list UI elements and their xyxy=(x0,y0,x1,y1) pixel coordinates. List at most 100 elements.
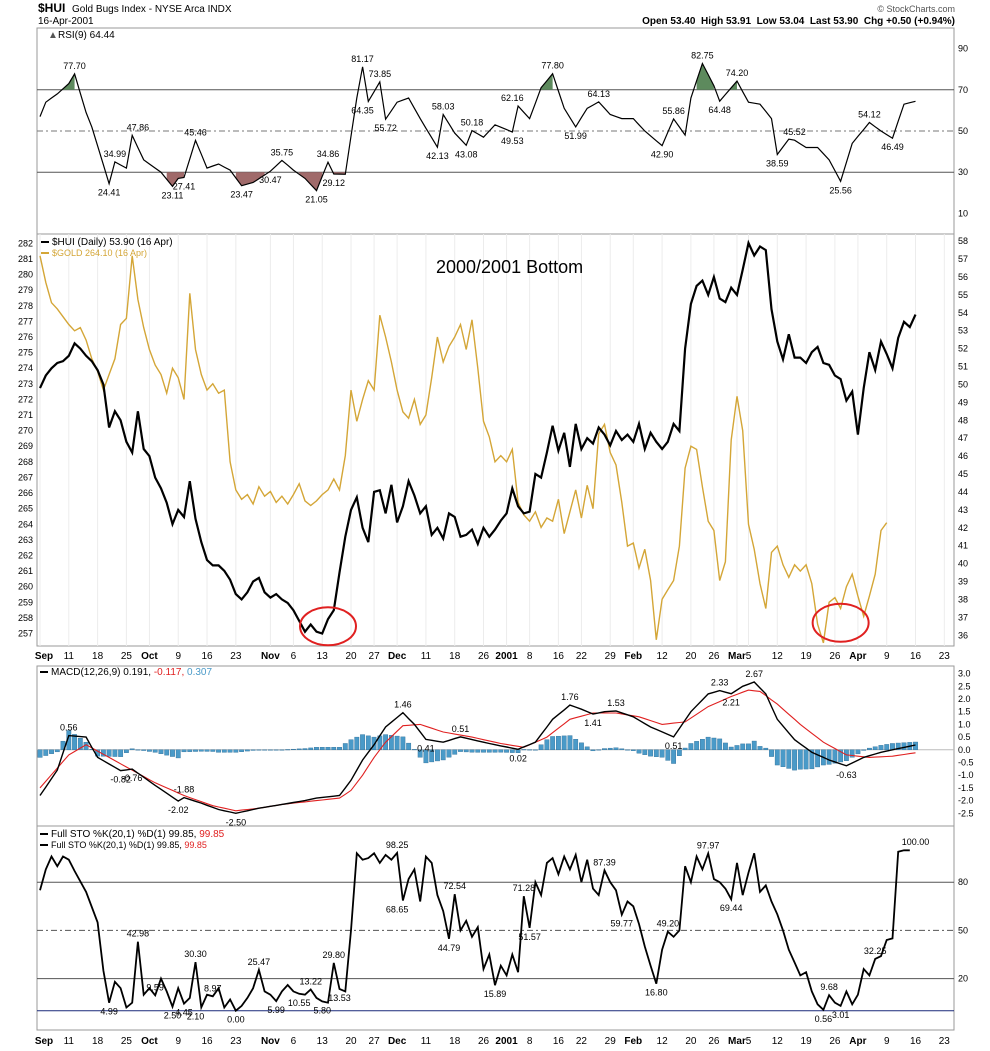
macd-histogram-bar xyxy=(734,745,740,751)
macd-histogram-bar xyxy=(325,747,331,751)
gold-tick-label: 268 xyxy=(18,457,33,467)
sto-annotation: 5.99 xyxy=(267,1005,285,1015)
macd-histogram-bar xyxy=(181,749,187,753)
macd-histogram-bar xyxy=(590,749,596,752)
x-tick-label: 12 xyxy=(657,1036,669,1047)
x-tick-label: 5 xyxy=(746,1036,752,1047)
sto-annotation: 4.99 xyxy=(100,1007,118,1017)
macd-histogram-bar xyxy=(711,737,717,751)
gold-tick-label: 265 xyxy=(18,504,33,514)
macd-histogram-bar xyxy=(579,742,584,751)
macd-histogram-bar xyxy=(175,749,181,759)
x-tick-label: 6 xyxy=(291,651,297,662)
gold-tick-label: 276 xyxy=(18,332,33,342)
hui-tick-label: 46 xyxy=(958,451,968,461)
gold-tick-label: 274 xyxy=(18,363,33,373)
sto-legend-line1: Full STO %K(20,1) %D(1) 99.85, 99.85 xyxy=(51,829,225,840)
x-tick-label: 16 xyxy=(910,651,922,662)
hui-tick-label: 57 xyxy=(958,254,968,264)
macd-histogram-bar xyxy=(763,747,769,751)
macd-histogram-bar xyxy=(342,743,348,751)
x-tick-label: 20 xyxy=(685,1036,697,1047)
macd-tick-label: -2.5 xyxy=(958,808,974,818)
macd-histogram-bar xyxy=(613,747,619,751)
macd-histogram-bar xyxy=(170,749,175,757)
macd-histogram-bar xyxy=(388,735,394,751)
x-tick-label: Apr xyxy=(849,651,866,662)
macd-histogram-bar xyxy=(463,749,469,753)
macd-histogram-bar xyxy=(233,749,239,753)
gold-tick-label: 259 xyxy=(18,597,33,607)
macd-histogram-bar xyxy=(469,749,475,753)
gold-tick-label: 267 xyxy=(18,472,33,482)
x-axis-top: Sep 11 18 25 Oct 9 16 23 Nov 6 13 20 27 Dec 11 18 26 2001… xyxy=(35,651,950,662)
rsi-annotation: 82.75 xyxy=(691,51,714,61)
gold-tick-label: 271 xyxy=(18,410,33,420)
hui-tick-label: 41 xyxy=(958,541,968,551)
macd-histogram-bar xyxy=(838,749,844,763)
rsi-annotation: 25.56 xyxy=(829,185,852,195)
macd-histogram-bar xyxy=(256,749,262,751)
rsi-annotation: 42.90 xyxy=(651,150,674,160)
macd-histogram-bar xyxy=(855,749,861,755)
macd-tick-label: 2.5 xyxy=(958,681,971,691)
x-tick-label: 9 xyxy=(175,651,181,662)
hui-tick-label: 42 xyxy=(958,523,968,533)
price-grid xyxy=(39,234,945,646)
macd-histogram-bar xyxy=(129,748,135,751)
gold-tick-label: 258 xyxy=(18,613,33,623)
sto-legend2-label: Full STO %K(20,1) %D(1) 99.85, xyxy=(51,840,182,850)
rsi-annotation: 45.52 xyxy=(783,127,806,137)
macd-legend-label: MACD(12,26,9) xyxy=(51,667,120,678)
rsi-annotation: 49.53 xyxy=(501,136,524,146)
macd-histogram-bar xyxy=(147,749,152,752)
sto-annotation: 98.25 xyxy=(386,840,409,850)
macd-histogram-bar xyxy=(141,749,147,751)
bottom-circle xyxy=(299,606,357,647)
hui-y-axis: 58 57 56 55 54 53 52 51 50 49 48 47 46 45 44 43 42 41 40 39… xyxy=(958,236,968,640)
sto-legend: Full STO %K(20,1) %D(1) 99.85, 99.85 Ful… xyxy=(40,829,225,850)
x-tick-label: 2001 xyxy=(495,651,518,662)
sto-annotations: 4.99 42.98 9.59 2.504.452.10 30.30 8.97 0.00 25… xyxy=(100,837,929,1025)
macd-histogram-bar xyxy=(584,746,590,751)
bottom-annotation: 2000/2001 Bottom xyxy=(436,257,583,277)
header-ohlc: Open 53.40 High 53.91 Low 53.04 Last 53.… xyxy=(642,16,955,27)
hui-tick-label: 48 xyxy=(958,415,968,425)
hui-tick-label: 43 xyxy=(958,505,968,515)
sto-annotation: 0.00 xyxy=(227,1015,245,1025)
gold-tick-label: 261 xyxy=(18,566,33,576)
macd-histogram-bar xyxy=(118,749,124,757)
macd-histogram-bar xyxy=(365,735,371,751)
sto-annotation: 16.80 xyxy=(645,988,668,998)
sto-tick-label: 80 xyxy=(958,877,968,887)
macd-histogram-bar xyxy=(567,735,573,751)
x-tick-label: 8 xyxy=(527,651,533,662)
macd-histogram-bar xyxy=(354,736,360,751)
rsi-annotation: 35.75 xyxy=(271,147,294,157)
macd-annotation: 0.41 xyxy=(417,743,435,753)
macd-histogram-bar xyxy=(394,735,400,751)
macd-tick-label: 3.0 xyxy=(958,669,971,679)
sto-legend1-label: Full STO %K(20,1) %D(1) xyxy=(51,829,166,840)
macd-histogram-bar xyxy=(285,749,291,751)
gold-tick-label: 273 xyxy=(18,379,33,389)
x-tick-label: 18 xyxy=(449,1036,461,1047)
hui-tick-label: 36 xyxy=(958,630,968,640)
gold-tick-label: 264 xyxy=(18,519,33,529)
macd-tick-label: 1.0 xyxy=(958,719,971,729)
macd-tick-label: -2.0 xyxy=(958,796,974,806)
x-tick-label: 16 xyxy=(553,1036,565,1047)
macd-histogram-bar xyxy=(296,748,302,751)
hui-tick-label: 38 xyxy=(958,594,968,604)
price-legend: $HUI (Daily) 53.90 (16 Apr) $GOLD 264.10… xyxy=(41,237,173,258)
x-tick-label: 6 xyxy=(291,1036,297,1047)
macd-histogram-bar xyxy=(435,749,440,762)
x-tick-label: 12 xyxy=(657,651,669,662)
macd-histogram-bar xyxy=(705,736,711,751)
macd-histogram-bar xyxy=(152,749,158,753)
x-tick-label: 11 xyxy=(421,1036,432,1047)
rsi-annotation: 38.59 xyxy=(766,159,789,169)
macd-histogram-bar xyxy=(901,742,907,751)
sto-legend-line2: Full STO %K(20,1) %D(1) 99.85, 99.85 xyxy=(51,840,207,850)
